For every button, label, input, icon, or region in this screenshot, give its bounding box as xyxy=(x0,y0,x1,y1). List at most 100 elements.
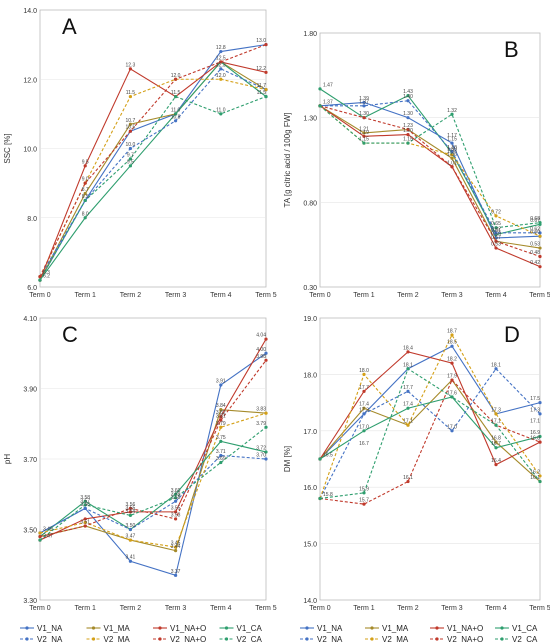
data-label: 3.91 xyxy=(216,378,226,384)
data-label: 16.5 xyxy=(323,453,333,459)
plot-frame xyxy=(319,32,541,288)
legend: V1_NA V1_MA V1_NA+O V1_CA V2_NA V2_MA V2_NA+O V… xyxy=(300,624,538,643)
data-point xyxy=(264,358,268,362)
legend-entry: V2_CA xyxy=(512,635,538,643)
data-label: 1.37 xyxy=(359,99,369,105)
series-line-v2-ma xyxy=(39,78,267,277)
data-point xyxy=(219,453,223,458)
data-label: 17.9 xyxy=(447,374,457,380)
data-point xyxy=(38,278,42,282)
y-axis-label: TA [g citric acid / 100g FW] xyxy=(283,113,292,208)
x-tick-label: Term 3 xyxy=(441,605,463,612)
data-label: 18.1 xyxy=(403,362,413,368)
data-point xyxy=(128,122,132,126)
data-label: 11.5 xyxy=(171,90,181,96)
data-label: 0.48 xyxy=(530,250,540,256)
data-point xyxy=(264,88,268,92)
data-label: 1.15 xyxy=(359,137,369,143)
y-tick-label: 18.0 xyxy=(303,372,317,379)
data-label: 9.5 xyxy=(82,159,89,165)
data-label: 1.23 xyxy=(403,123,413,129)
data-point xyxy=(406,127,410,132)
x-tick-label: Term 4 xyxy=(485,292,507,299)
data-point xyxy=(264,457,268,461)
data-label: 0.65 xyxy=(491,221,501,227)
data-label: 16.8 xyxy=(491,436,501,442)
data-label: 11.5 xyxy=(257,90,267,96)
chart-panel-c: 3.30 3.50 3.70 3.90 4.10 Term 0 Term 1 Term 2 Te… xyxy=(3,316,277,643)
data-point xyxy=(174,573,178,577)
x-tick-label: Term 0 xyxy=(29,292,51,299)
data-label: 3.55 xyxy=(171,505,181,511)
data-point xyxy=(450,165,454,169)
data-point xyxy=(38,531,42,535)
data-label: 3.75 xyxy=(216,435,226,441)
y-tick-label: 15.0 xyxy=(303,542,317,549)
data-point xyxy=(128,146,132,151)
data-point xyxy=(219,415,223,419)
data-point xyxy=(538,434,542,439)
data-label: 3.57 xyxy=(80,498,90,504)
x-tick-label: Term 1 xyxy=(353,292,375,299)
data-label: 0.72 xyxy=(491,209,501,215)
data-point xyxy=(128,67,132,71)
data-label: 3.47 xyxy=(43,534,53,540)
data-point xyxy=(318,457,322,461)
data-point xyxy=(219,439,223,443)
data-point xyxy=(362,100,366,105)
data-point xyxy=(450,149,454,154)
data-point xyxy=(174,94,178,99)
data-label: 3.45 xyxy=(171,541,181,547)
data-label: 3.47 xyxy=(126,534,136,540)
data-label: 16.4 xyxy=(491,458,501,464)
data-point xyxy=(219,383,223,387)
y-axis-label: SSC [%] xyxy=(3,133,12,163)
series-line-v1-na-o xyxy=(39,61,267,281)
data-point xyxy=(362,429,366,433)
x-tick-label: Term 3 xyxy=(165,292,187,299)
data-label: 17.5 xyxy=(530,396,540,402)
series-line-v1-ma xyxy=(39,61,267,281)
data-point xyxy=(450,429,454,433)
data-point xyxy=(264,425,268,429)
data-point xyxy=(219,67,223,71)
data-label: 0.61 xyxy=(491,228,501,234)
data-label: 3.41 xyxy=(126,555,136,561)
y-tick-label: 6.0 xyxy=(27,285,37,292)
data-point xyxy=(318,87,322,91)
data-point xyxy=(219,77,223,81)
x-tick-label: Term 4 xyxy=(210,292,232,299)
data-point xyxy=(450,153,454,157)
data-point xyxy=(450,361,454,365)
x-tick-label: Term 4 xyxy=(210,605,232,612)
data-point xyxy=(128,559,132,563)
data-point xyxy=(128,527,132,532)
data-label: 0.53 xyxy=(530,242,540,248)
data-label: 12.3 xyxy=(126,62,136,68)
panel-letter: D xyxy=(504,322,520,347)
data-point xyxy=(174,510,178,514)
data-point xyxy=(494,412,498,416)
data-point xyxy=(538,440,542,444)
y-tick-label: 16.0 xyxy=(303,485,317,492)
data-point xyxy=(406,350,410,354)
data-label: 3.58 xyxy=(171,495,181,501)
y-tick-label: 3.30 xyxy=(23,598,37,605)
y-tick-label: 17.0 xyxy=(303,429,317,436)
series-line-v1-ma xyxy=(319,105,541,249)
legend-marker xyxy=(305,626,309,630)
legend-marker xyxy=(435,637,439,641)
data-label: 18.1 xyxy=(491,362,501,368)
data-point xyxy=(362,412,366,416)
legend-marker xyxy=(25,637,29,641)
series-line-v2-ca xyxy=(39,95,267,281)
data-label: 12.0 xyxy=(216,73,226,79)
legend-entry: V1_NA xyxy=(37,624,63,633)
data-label: 16.1 xyxy=(530,475,540,481)
data-point xyxy=(128,513,132,518)
data-label: 1.10 xyxy=(447,145,457,151)
data-point xyxy=(83,503,87,507)
data-label: 3.44 xyxy=(171,544,181,550)
series-line-v1-na-o xyxy=(319,351,541,466)
